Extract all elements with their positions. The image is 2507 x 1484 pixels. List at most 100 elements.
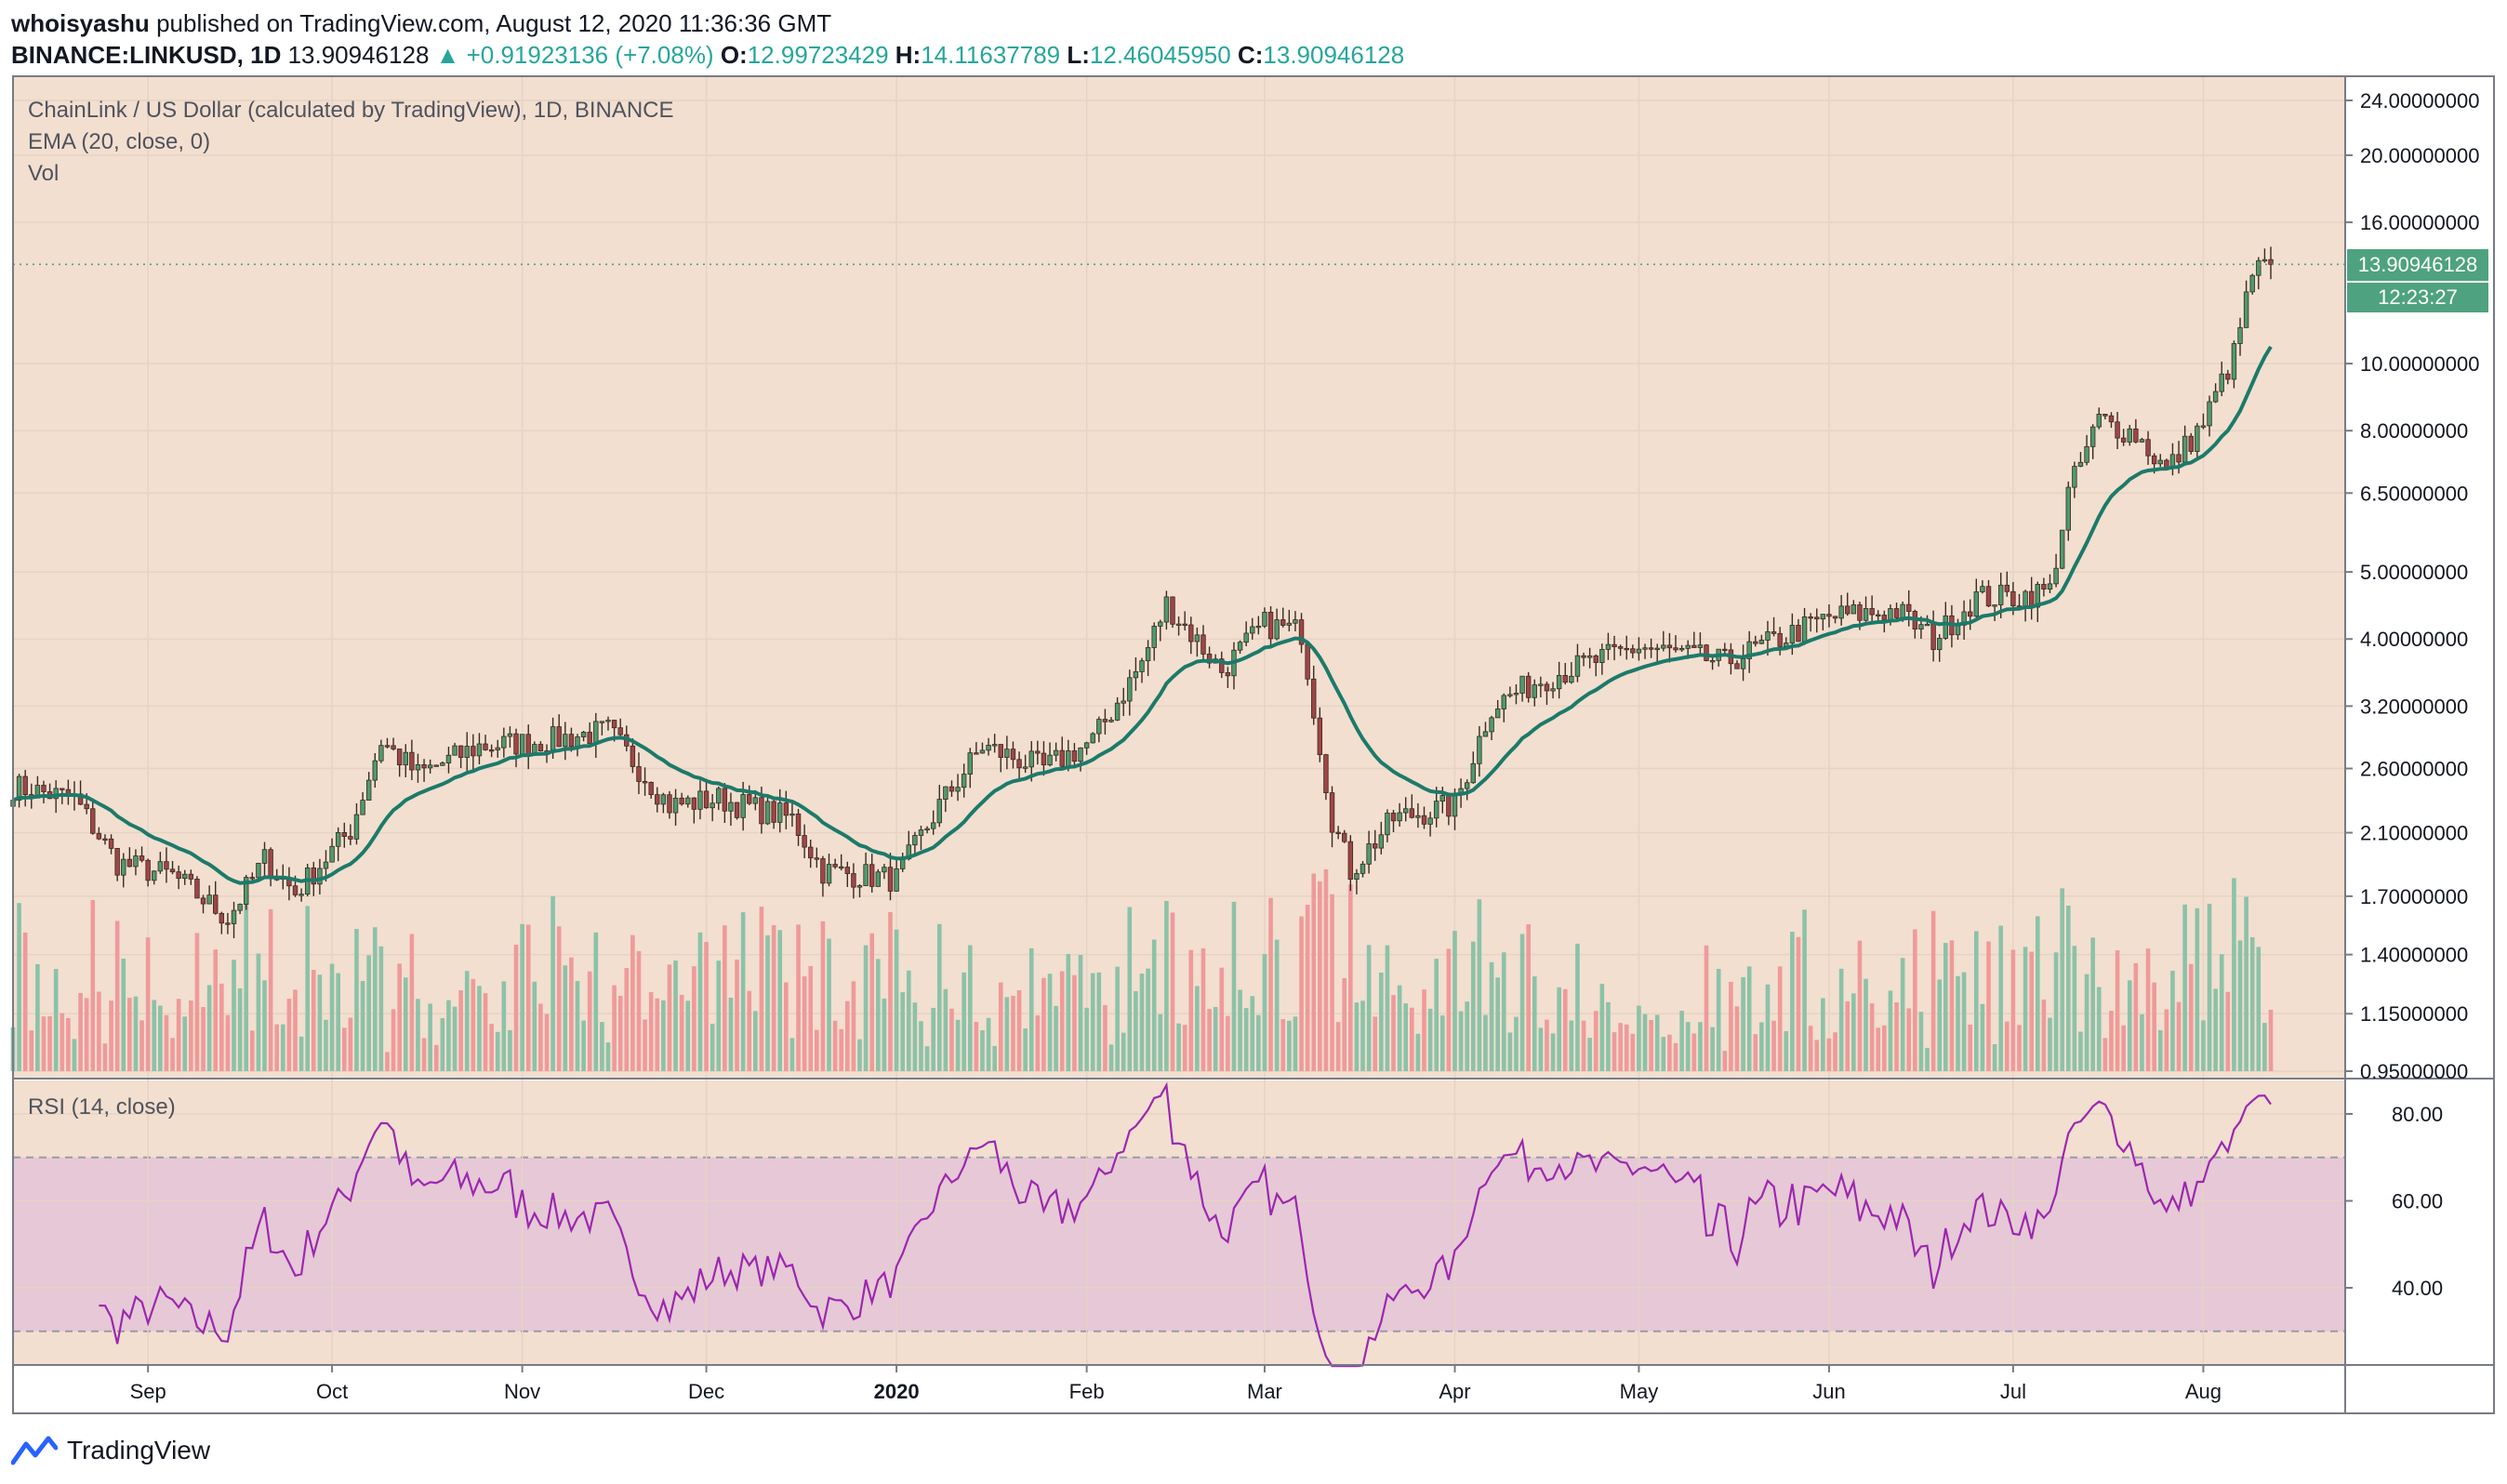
time-axis-label: Jun [1812,1380,1845,1403]
volume-bar [949,1008,954,1071]
candle-body [1832,616,1838,619]
candle-body [1765,631,1771,641]
volume-bar [121,959,126,1071]
candle-body [1335,831,1341,835]
volume-bar [1360,1000,1365,1071]
candle-body [452,745,458,756]
volume-bar [2268,1009,2274,1071]
volume-bar [1047,974,1053,1071]
volume-bar [244,894,249,1071]
candle-body [335,832,341,847]
volume-bar [1287,1020,1292,1071]
volume-bar [2078,1031,2083,1071]
volume-bar [324,1019,328,1071]
rsi-legend: RSI (14, close) [28,1094,176,1120]
volume-bar [924,1046,930,1071]
volume-bar [1200,947,1206,1071]
candle-body [1704,644,1709,662]
candle-body [1323,754,1329,793]
candle-body [808,846,814,859]
candle-body [1489,717,1494,733]
price-axis-label: 3.20000000 [2360,695,2468,718]
volume-bar [1937,979,1943,1071]
candle-body [433,764,439,767]
volume-bar [900,992,905,1071]
candle-body [875,871,882,887]
candle-body [826,864,832,884]
volume-bar [2176,1001,2182,1071]
volume-bar [844,1000,850,1071]
candle-body [292,885,298,895]
candle-body [1298,619,1305,645]
candle-body [2089,426,2096,447]
volume-bar [1158,1014,1163,1071]
volume-bar [832,1020,838,1071]
volume-bar [771,924,776,1071]
bar-countdown: 12:23:27 [2347,283,2488,312]
candle-body [1482,731,1489,737]
volume-bar [1385,945,1390,1071]
candle-body [84,803,89,810]
time-axis-label: Apr [1439,1380,1470,1403]
candle-body [1507,694,1513,696]
candle-body [96,832,102,840]
volume-bar [1992,1044,1997,1071]
close-value: 13.90946128 [1263,41,1405,69]
volume-bar [1146,968,1150,1071]
volume-bar [1507,1032,1513,1071]
candle-body [1071,750,1078,762]
candle-body [2182,435,2188,463]
volume-bar [2244,896,2248,1071]
candle-body [507,733,513,737]
candle-body [41,785,46,792]
candle-body [1888,608,1893,621]
volume-bar [2207,903,2212,1071]
volume-bar [1532,976,1537,1071]
candle-body [1569,675,1574,683]
volume-bar [152,1000,157,1071]
candle-body [403,751,408,766]
volume-bar [409,934,415,1071]
candle-body [789,813,795,816]
candle-body [1876,614,1881,616]
candle-body [814,857,820,860]
candle-body [2035,584,2040,608]
volume-bar [789,1038,795,1071]
price-axis-label: 6.50000000 [2360,482,2468,505]
candle-body [194,878,200,899]
candle-body [777,802,783,823]
volume-bar [1059,971,1065,1071]
candle-body [2047,583,2053,590]
tradingview-brand[interactable]: TradingView [11,1434,210,1467]
candle-body [991,744,998,747]
volume-bar [280,1024,285,1071]
candle-body [1501,695,1506,709]
volume-bar [1784,1030,1789,1071]
candle-body [1538,683,1544,686]
volume-bar [477,986,482,1071]
volume-bar [2010,949,2016,1071]
candle-body [1121,700,1126,704]
volume-bar [1028,947,1034,1071]
volume-bar [1900,958,1905,1071]
candle-body [1820,614,1826,620]
candle-body [421,763,427,769]
publisher-username[interactable]: whoisyashu [11,9,150,37]
candle-body [1740,658,1746,669]
volume-bar [1698,1022,1703,1071]
candle-body [1648,647,1654,650]
candle-body [648,781,654,795]
candle-body [1985,586,1992,607]
candle-body [1280,619,1286,626]
volume-bar [1335,1022,1341,1071]
volume-bar [1857,940,1863,1071]
volume-bar [329,963,335,1071]
volume-bar [1084,1007,1089,1071]
candle-body [752,797,759,804]
candle-body [1047,754,1053,766]
candle-body [1090,733,1095,744]
volume-bar [1734,1006,1740,1071]
candle-body [1893,608,1900,618]
candle-body [1617,646,1624,649]
